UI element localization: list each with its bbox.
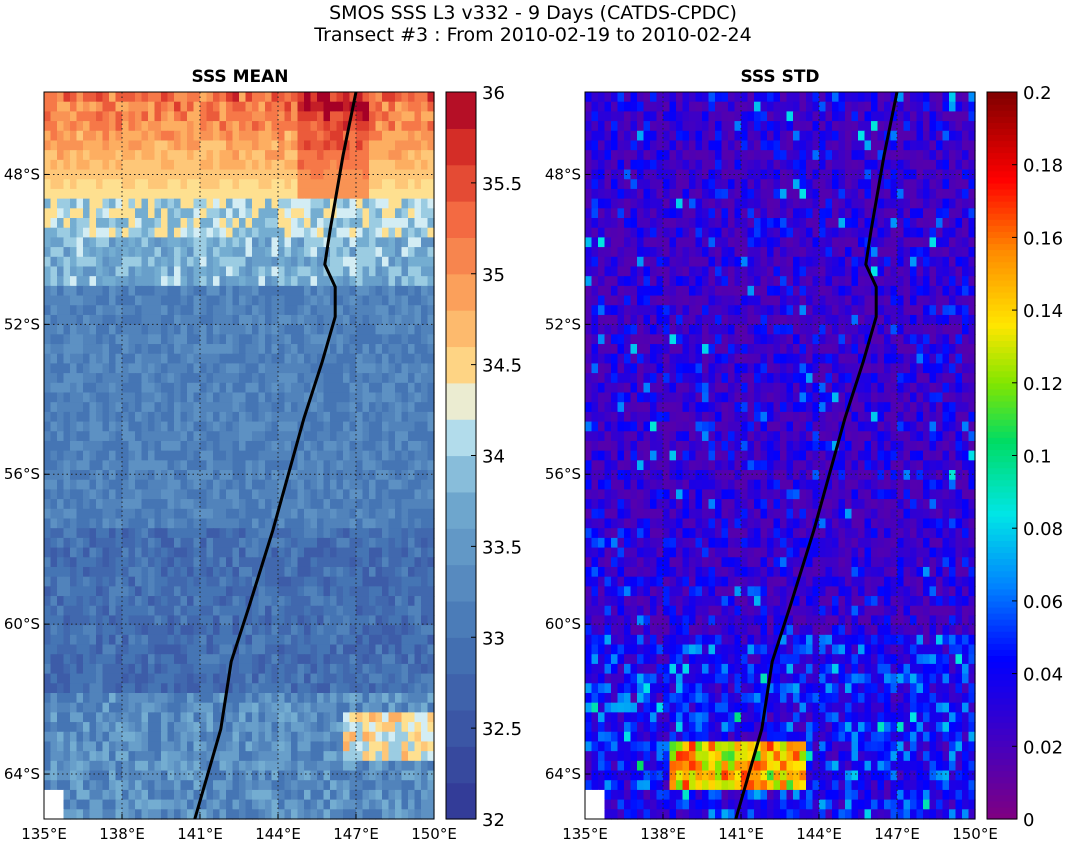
lon-tick-label: 147°E xyxy=(333,825,379,842)
lat-tick-label: 56°S xyxy=(4,465,40,483)
lon-tick-label: 147°E xyxy=(874,825,920,842)
lon-tick-label: 141°E xyxy=(718,825,764,842)
lon-tick-label: 150°E xyxy=(411,825,457,842)
map-panel-sss-std: 135°E 138°E 141°E 144°E 147°E 150°E 48°S 52°S 56… xyxy=(545,91,998,842)
map-frame xyxy=(584,91,976,820)
data-grid xyxy=(585,92,976,820)
lat-tick-label: 60°S xyxy=(4,615,40,633)
colorbar-tick-label: 34.5 xyxy=(482,356,522,377)
lon-tick-label: 150°E xyxy=(952,825,998,842)
colorbar-tick-label: 0.06 xyxy=(1023,592,1063,613)
gridlines xyxy=(44,92,434,819)
colorbar-sss-std: 0 0.02 0.04 0.06 0.08 0.1 0.12 0.14 0.16 0.18 0.2 xyxy=(986,83,1063,831)
colorbar-tick-label: 0.1 xyxy=(1023,447,1052,468)
gridlines xyxy=(585,92,975,819)
colorbar-tick-label: 33.5 xyxy=(482,537,522,558)
lat-tick-label: 64°S xyxy=(545,765,581,783)
colorbar-tick-label: 32 xyxy=(482,810,505,831)
lon-tick-label: 144°E xyxy=(255,825,301,842)
colorbar-tick-label: 0.08 xyxy=(1023,519,1063,540)
colorbar-tick-label: 35 xyxy=(482,265,505,286)
panel-title-mean: SSS MEAN xyxy=(191,67,289,87)
colorbar-sss-mean: 32 32.5 33 33.5 34 34.5 35 35.5 36 xyxy=(445,83,522,831)
colorbar-tick-label: 0.16 xyxy=(1023,228,1063,249)
panel-title-std: SSS STD xyxy=(740,67,820,87)
colorbar-tick-label: 33 xyxy=(482,628,505,649)
transect-line xyxy=(734,91,899,820)
lon-tick-label: 138°E xyxy=(99,825,145,842)
colorbar-tick-label: 0.02 xyxy=(1023,737,1063,758)
lon-tick-label: 138°E xyxy=(640,825,686,842)
colorbar-tick-label: 0.18 xyxy=(1023,156,1063,177)
colorbar-tick-label: 0 xyxy=(1023,810,1034,831)
colorbar-tick-label: 0.04 xyxy=(1023,665,1063,686)
lat-tick-label: 64°S xyxy=(4,765,40,783)
lon-tick-label: 135°E xyxy=(562,825,608,842)
lat-tick-label: 48°S xyxy=(4,165,40,183)
transect-line xyxy=(193,91,358,820)
colorbar-tick-label: 0.14 xyxy=(1023,301,1063,322)
colorbar-tick-label: 0.12 xyxy=(1023,374,1063,395)
map-panel-sss-mean: 135°E 138°E 141°E 144°E 147°E 150°E 48°S 52°S 56… xyxy=(4,91,457,842)
colorbar-tick-label: 36 xyxy=(482,83,505,104)
lat-tick-label: 56°S xyxy=(545,465,581,483)
lat-tick-label: 52°S xyxy=(545,315,581,333)
colorbar-tick-label: 0.2 xyxy=(1023,83,1052,104)
colorbar-tick-label: 34 xyxy=(482,447,505,468)
lat-tick-label: 60°S xyxy=(545,615,581,633)
figure-title: SMOS SSS L3 v332 - 9 Days (CATDS-CPDC) xyxy=(329,2,737,24)
lat-tick-label: 48°S xyxy=(545,165,581,183)
lat-tick-label: 52°S xyxy=(4,315,40,333)
lon-tick-label: 141°E xyxy=(177,825,223,842)
colorbar-tick-label: 35.5 xyxy=(482,174,522,195)
lon-tick-label: 135°E xyxy=(21,825,67,842)
lon-tick-label: 144°E xyxy=(796,825,842,842)
data-grid xyxy=(44,92,435,820)
colorbar-tick-label: 32.5 xyxy=(482,719,522,740)
map-frame xyxy=(43,91,435,820)
figure-subtitle: Transect #3 : From 2010-02-19 to 2010-02… xyxy=(314,24,752,46)
